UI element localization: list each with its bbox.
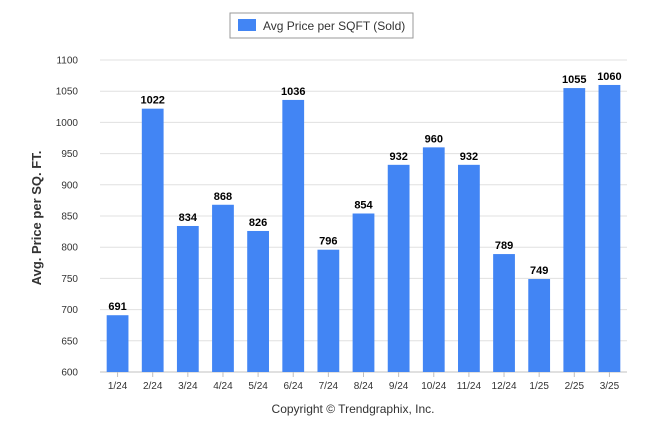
bar-value-label: 834: [179, 212, 198, 224]
bar[interactable]: [563, 88, 586, 372]
x-tick-label: 1/25: [529, 381, 549, 392]
bar[interactable]: [528, 279, 551, 372]
bar[interactable]: [352, 213, 375, 372]
legend-label: Avg Price per SQFT (Sold): [263, 19, 405, 33]
bar-value-label: 1036: [281, 86, 305, 98]
bar-value-label: 932: [460, 151, 478, 163]
x-tick-label: 9/24: [389, 381, 409, 392]
legend[interactable]: Avg Price per SQFT (Sold): [229, 12, 414, 39]
bar[interactable]: [458, 164, 480, 372]
x-tick-label: 6/24: [283, 381, 303, 392]
bar-value-label: 826: [249, 217, 267, 229]
y-tick-label: 600: [61, 368, 78, 379]
x-tick-label: 11/24: [457, 381, 482, 392]
bar[interactable]: [387, 164, 410, 372]
bar[interactable]: [317, 249, 340, 372]
x-tick-label: 2/24: [143, 381, 163, 392]
bar[interactable]: [422, 147, 445, 372]
bar-value-label: 960: [425, 133, 443, 145]
x-tick-label: 7/24: [319, 381, 339, 392]
y-tick-label: 650: [61, 336, 78, 347]
bar[interactable]: [493, 254, 515, 372]
bar[interactable]: [106, 315, 129, 372]
bar[interactable]: [247, 230, 269, 372]
x-tick-label: 12/24: [492, 381, 517, 392]
bar-value-label: 932: [389, 151, 407, 163]
legend-box: [229, 12, 414, 39]
x-tick-label: 2/25: [565, 381, 585, 392]
bar-value-label: 796: [319, 236, 337, 248]
y-tick-label: 1100: [56, 56, 78, 67]
bar-value-label: 868: [214, 191, 232, 203]
y-axis: 600 650 700 750 800 850 900 950 1000 1050 1100: [56, 56, 79, 379]
copyright-footer: Copyright © Trendgraphix, Inc.: [272, 402, 435, 416]
x-tick-label: 3/24: [178, 381, 198, 392]
x-tick-label: 8/24: [354, 381, 374, 392]
y-tick-label: 850: [61, 212, 78, 223]
x-tick-label: 1/24: [108, 381, 128, 392]
y-tick-label: 1000: [56, 118, 79, 129]
bar-value-label: 789: [495, 240, 513, 252]
x-tick-label: 10/24: [421, 381, 446, 392]
bar[interactable]: [598, 84, 621, 373]
bar[interactable]: [282, 99, 305, 372]
y-tick-label: 700: [61, 305, 78, 316]
bar-value-label: 1055: [562, 74, 586, 86]
y-axis-label: Avg. Price per SQ. FT.: [29, 151, 44, 286]
bar-value-label: 854: [354, 200, 373, 212]
x-axis: 1/24 2/24 3/24 4/24 5/24 6/24 7/24 8/24 9/24 10/2…: [108, 372, 620, 392]
y-tick-label: 950: [61, 149, 78, 160]
data-labels: 691 1022 834 868 826 1036 796 854 932 960 932 789 74…: [108, 71, 621, 313]
y-tick-label: 750: [61, 274, 78, 285]
bar-value-label: 749: [530, 265, 548, 277]
bar[interactable]: [176, 225, 199, 372]
x-tick-label: 4/24: [213, 381, 233, 392]
legend-swatch: [238, 19, 256, 31]
x-tick-label: 3/25: [600, 381, 620, 392]
bars: [106, 84, 621, 373]
bar-value-label: 1022: [140, 95, 164, 107]
y-tick-label: 800: [61, 243, 78, 254]
x-tick-label: 5/24: [248, 381, 268, 392]
bar[interactable]: [212, 204, 234, 372]
y-tick-label: 900: [61, 180, 78, 191]
y-tick-label: 1050: [56, 87, 79, 98]
bar[interactable]: [141, 108, 164, 372]
bar-value-label: 691: [108, 301, 126, 313]
bar-value-label: 1060: [597, 71, 621, 83]
